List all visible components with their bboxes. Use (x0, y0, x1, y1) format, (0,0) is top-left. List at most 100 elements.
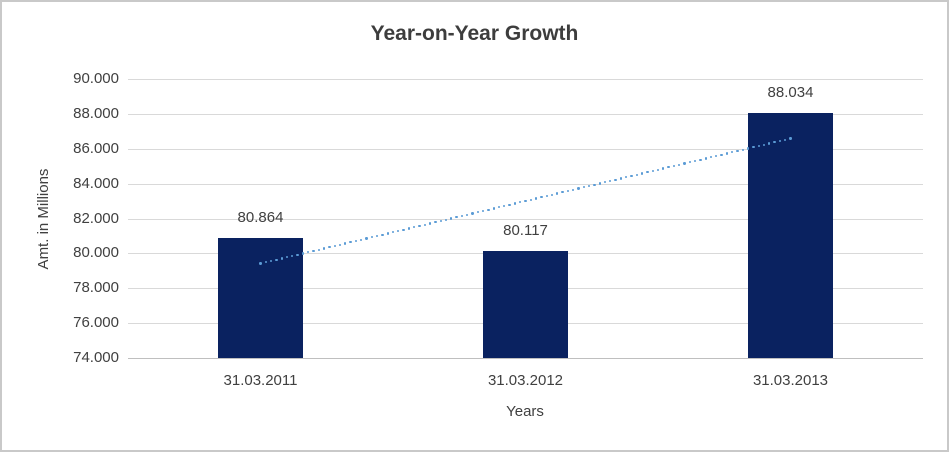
trendline-dot (338, 243, 342, 246)
x-tick-label: 31.03.2013 (752, 372, 829, 389)
trendline-dot (434, 221, 437, 224)
trendline-dot (450, 217, 453, 220)
trendline-dot (407, 227, 411, 230)
trendline-dot (699, 158, 702, 161)
trendline-dot (587, 184, 591, 188)
trendline-dot (466, 213, 469, 216)
x-axis-line (128, 358, 923, 359)
trendline-dot (285, 256, 289, 259)
trendline-dot (418, 224, 421, 228)
trendline-dot (784, 138, 787, 141)
y-tick-label: 88.000 (73, 104, 119, 122)
gridline (128, 79, 923, 80)
trendline-dot (614, 178, 617, 181)
trendline-dot (354, 239, 358, 243)
trendline-dot (678, 163, 681, 166)
trendline-dot (630, 174, 633, 178)
y-tick-label: 76.000 (73, 314, 119, 332)
trendline-dot (529, 198, 532, 201)
bar (483, 251, 568, 358)
trendline-dot (460, 214, 464, 218)
trendline-dot (280, 257, 283, 260)
y-tick-label: 78.000 (73, 279, 119, 297)
trendline-dot (540, 196, 543, 199)
trendline-dot (672, 164, 676, 168)
trendline-dot (619, 177, 623, 180)
trendline-dot (296, 253, 299, 256)
y-tick-label: 82.000 (73, 209, 119, 227)
trendline-dot (789, 137, 792, 140)
trendline-dot (471, 212, 474, 215)
trendline-dot (556, 192, 559, 195)
trendline-dot (582, 186, 585, 189)
trendline-dot (561, 191, 564, 194)
trendline-dot (736, 149, 739, 153)
trendline-dot (715, 154, 718, 158)
trendline-dot (259, 262, 262, 265)
bar (748, 113, 833, 358)
trendline-dot (397, 229, 400, 233)
trendline-dot (704, 157, 707, 160)
bar (218, 238, 303, 358)
gridline (128, 148, 923, 150)
trendline-dot (662, 167, 665, 170)
trendline-dot (709, 156, 713, 159)
y-tick-label: 84.000 (73, 174, 119, 192)
bar-value-label: 88.034 (767, 84, 814, 102)
trendline-dot (534, 197, 538, 200)
trendline-dot (476, 211, 479, 214)
trendline-dot (545, 194, 548, 198)
trendline-dot (651, 169, 654, 173)
trendline-dot (683, 162, 686, 165)
trendline-dot (264, 261, 267, 264)
trendline-dot (391, 231, 395, 234)
trendline-dot (317, 248, 320, 251)
bar-value-label: 80.864 (237, 209, 284, 227)
trendline-dot (572, 188, 575, 191)
trendline-dot (402, 228, 405, 231)
y-tick-label: 90.000 (73, 70, 119, 87)
trendline-dot (349, 241, 352, 244)
trendline-dot (773, 141, 776, 144)
gridline (128, 218, 923, 220)
trendline-dot (503, 204, 506, 208)
trendline-dot (757, 144, 760, 148)
trendline-dot (333, 244, 336, 248)
chart-title: Year-on-Year Growth (370, 22, 579, 45)
trendline-dot (365, 237, 368, 240)
trendline-dot (444, 218, 448, 221)
x-tick-label: 31.03.2012 (487, 372, 564, 389)
trendline-dot (307, 251, 310, 254)
trendline-dot (566, 189, 570, 193)
y-tick-label: 86.000 (73, 139, 119, 157)
trendline-dot (725, 152, 729, 155)
gridline (128, 113, 923, 115)
trendline-dot (322, 247, 326, 250)
trendline-dot (301, 252, 305, 255)
trendline-dot (603, 181, 607, 184)
trendline-dot (625, 176, 628, 179)
trendline-dot (646, 171, 649, 174)
x-axis-title: Years (506, 403, 544, 420)
trendline-dot (344, 242, 347, 245)
trendline-dot (439, 219, 442, 223)
trendline-dot (375, 234, 379, 238)
trendline-dot (381, 233, 384, 236)
trendline-dot (275, 258, 278, 261)
bar-value-label: 80.117 (503, 222, 548, 240)
trendline-dot (768, 142, 771, 145)
trendline-dot (513, 202, 517, 205)
trendline-dot (519, 201, 522, 204)
trendline-dot (312, 249, 315, 253)
trendline-dot (370, 236, 373, 239)
trendline-dot (731, 151, 734, 154)
trendline-dot (667, 166, 670, 169)
trendline-dot (423, 223, 426, 226)
trendline-dot (550, 193, 554, 196)
trendline-dot (609, 179, 612, 183)
trendline-dot (640, 172, 644, 175)
trendline-dot (508, 203, 511, 206)
trendline-dot (413, 226, 416, 229)
trendline-dot (778, 139, 782, 143)
